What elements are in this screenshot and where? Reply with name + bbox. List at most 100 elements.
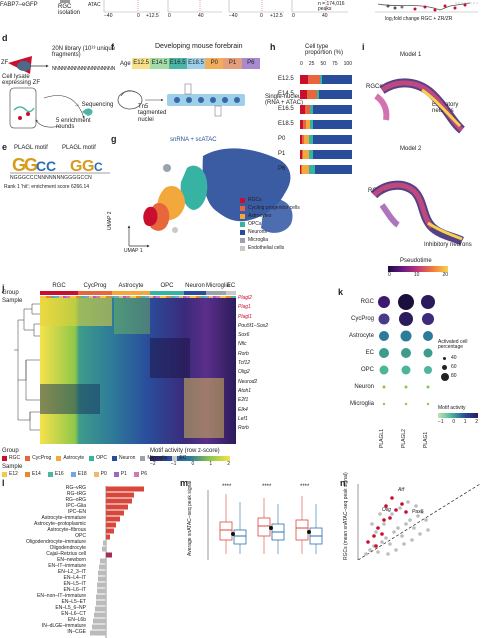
model2-label: Model 2: [400, 146, 422, 152]
tick-a3: 0: [168, 13, 171, 19]
k-colorbar-ticks: −1 0 1 2: [438, 420, 478, 425]
panel-f-diagram: [117, 83, 245, 117]
rgc-cluster: [143, 206, 158, 227]
enrichment-rounds-label: 5 enrichment rounds: [56, 118, 91, 131]
group-legend: RGC CycProg Astrocyte OPC Neuron Microgl…: [2, 456, 186, 461]
gene-label: Atoh1: [238, 387, 252, 394]
sample-legend-text: E16: [54, 471, 64, 477]
library-label: 20N library (10¹³ unique fragments): [52, 46, 116, 59]
col-header: Neuron: [185, 283, 205, 289]
tick-a5: −40: [229, 13, 238, 19]
n-highlight-points: [366, 496, 408, 548]
panel-h-letter: h: [270, 42, 276, 52]
rgcs1-label: RGCs: [366, 84, 383, 90]
panel-f-letter: f: [111, 42, 114, 52]
age-p6: P6: [241, 58, 260, 69]
model1-trajectory: [374, 78, 466, 134]
cb-tick: −2: [150, 461, 156, 467]
model2-trajectory: [370, 180, 465, 245]
l-label: IN–CGE: [67, 629, 86, 635]
h-row-label: E18.5: [278, 121, 294, 128]
panel-m-letter: m: [180, 478, 189, 488]
k-row-labels: RGC CycProg Astrocyte EC OPC Neuron Micr…: [338, 299, 374, 418]
m-sig-1: ****: [222, 484, 232, 490]
h-row-e18: E18.5: [278, 117, 352, 132]
sample-legend-text: P1: [120, 471, 127, 477]
heatmap-gene-labels: Plagl2 Plag1 Plagl1 Pou5f1–Sox2 Sox6 Nfi…: [238, 295, 269, 435]
gene-label-highlight: Plagl1: [238, 313, 252, 320]
k-row-label: OPC: [360, 367, 374, 373]
nnn-sequence: NNNNNNNNNNNNNNNNNNN: [52, 66, 115, 72]
rank-hit-note: Rank 1 'hit'; enrichment score 6266.14: [4, 184, 90, 190]
sample-legend-item: E14: [24, 472, 41, 477]
k-size-text: 80: [451, 373, 457, 379]
svg-text:C: C: [94, 160, 103, 174]
k-col-label: PLAGL2: [401, 429, 407, 448]
umap2-label: UMAP 2: [107, 211, 113, 230]
cb-tick: −1: [170, 461, 177, 467]
group-legend-item: Microglia: [140, 456, 167, 461]
age-e12: E12.5: [132, 58, 151, 69]
col-header: RGC: [52, 283, 66, 289]
panel-k-letter: k: [338, 287, 344, 297]
gene-label: Pou5f1–Sox2: [238, 322, 269, 329]
box-group-3: [295, 496, 323, 554]
group-legend-text: Microglia: [147, 455, 168, 461]
h-bar: [300, 75, 352, 84]
h-bar: [300, 135, 352, 144]
logfold-label: log₂fold change RGC + ZR/ZR: [385, 16, 453, 22]
panel-j-letter: j: [2, 283, 5, 293]
k-size-text: 40: [451, 355, 457, 361]
sample-legend-item: P6: [133, 472, 147, 477]
col-header: Microglia: [206, 283, 231, 289]
heatmap-dendrogram: [14, 303, 40, 431]
svg-text:G: G: [24, 155, 38, 174]
opc-cluster: [180, 165, 208, 210]
cb-tick: 1: [209, 461, 213, 467]
tick-a4: 40: [198, 13, 204, 19]
rgc-isolation-label: RGC isolation: [58, 4, 81, 17]
age-e18: E18.5: [186, 58, 206, 69]
age-p0: P0: [205, 58, 224, 69]
group-legend-item: Neuron: [112, 456, 135, 461]
h-row-label: E16.5: [278, 106, 294, 113]
sequencing-label: → Sequencing: [74, 102, 114, 108]
h-row-p0: P0: [278, 132, 352, 147]
volcano-curve: [377, 2, 471, 11]
gene-label-highlight: Plagl2: [238, 295, 252, 301]
h-tick: 25: [308, 61, 315, 67]
box-group-2: [257, 498, 285, 554]
group-legend-item: RGC: [2, 456, 20, 461]
gene-label: E2f1: [238, 397, 249, 404]
panel-i-letter: i: [362, 42, 365, 52]
k-col-plag1: [421, 295, 435, 406]
h-xticks: 0 25 50 75 100: [300, 62, 352, 67]
l-label: Astrocyte–protoplasmic: [34, 521, 86, 527]
svg-text:C: C: [46, 158, 56, 174]
n-diagonal: [357, 484, 480, 560]
legend-swatch: [240, 213, 245, 219]
col-header: EC: [226, 283, 236, 289]
l-label: RG–tRG: [66, 491, 86, 497]
microfluidic-chip: [167, 94, 245, 106]
h-bar: [300, 165, 352, 174]
panel-f-title: Developing mouse forebrain: [155, 43, 243, 50]
k-size-item: 80: [440, 372, 457, 381]
k-dotplot: [378, 294, 435, 406]
gene-label: Neurod2: [238, 378, 258, 385]
k-color-title: Motif activity: [438, 405, 466, 411]
motif-colorbar: [150, 456, 230, 461]
cb-tick: 2: [227, 461, 230, 467]
panel-n-letter: n: [340, 478, 346, 488]
k-size-legend: 40 60 80: [440, 354, 457, 381]
legend-rgc: RGCs: [240, 196, 300, 204]
tick-a1: 0: [137, 13, 140, 19]
k-col-label: PLAGL1: [379, 429, 385, 448]
group-legend-text: OPC: [96, 455, 107, 461]
m-sig-2: ****: [262, 484, 272, 490]
k-cb-tick: 2: [475, 419, 478, 425]
k-size-title: Activated cell percentage: [438, 339, 468, 350]
gene-label: Sox6: [238, 332, 250, 339]
motif-activity-title: Motif activity (row z-score): [150, 448, 220, 454]
motif-sequence: NGGGCCCNNNNNNNGGGGCCN: [10, 175, 92, 181]
